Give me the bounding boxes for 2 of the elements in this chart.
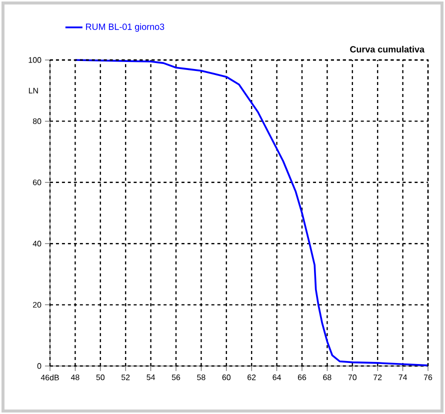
legend-label: RUM BL-01 giorno3 <box>86 23 164 32</box>
chart-title: Curva cumulativa <box>350 46 425 52</box>
